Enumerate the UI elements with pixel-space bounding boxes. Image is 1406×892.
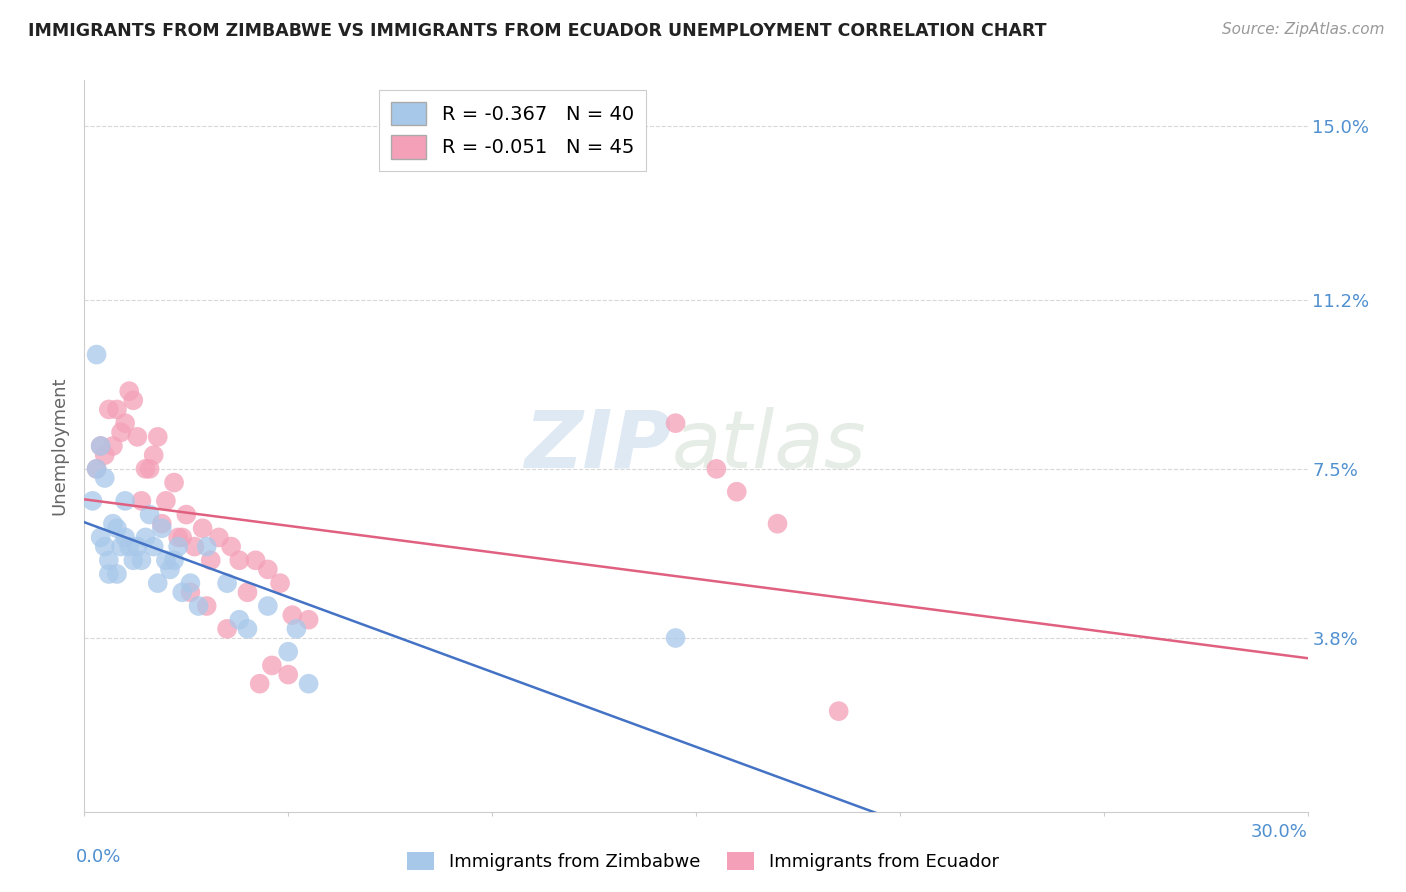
Point <box>828 704 851 718</box>
Text: Source: ZipAtlas.com: Source: ZipAtlas.com <box>1222 22 1385 37</box>
Point <box>167 540 190 554</box>
Point <box>86 462 108 476</box>
Point <box>260 658 283 673</box>
Point <box>114 494 136 508</box>
Point <box>135 462 157 476</box>
Point <box>155 553 177 567</box>
Point <box>86 462 108 476</box>
Point <box>118 384 141 399</box>
Point <box>172 585 194 599</box>
Legend: Immigrants from Zimbabwe, Immigrants from Ecuador: Immigrants from Zimbabwe, Immigrants fro… <box>401 845 1005 879</box>
Point <box>277 667 299 681</box>
Point <box>127 430 149 444</box>
Point <box>97 567 120 582</box>
Point <box>159 562 181 576</box>
Point <box>187 599 209 613</box>
Point <box>191 521 214 535</box>
Point <box>298 613 321 627</box>
Point <box>174 508 197 522</box>
Point <box>114 416 136 430</box>
Point <box>90 439 112 453</box>
Point <box>277 645 299 659</box>
Point <box>131 553 153 567</box>
Point <box>179 585 201 599</box>
Point <box>150 516 173 531</box>
Point <box>93 448 115 462</box>
Point <box>93 540 115 554</box>
Point <box>90 439 112 453</box>
Point <box>285 622 308 636</box>
Point <box>228 613 250 627</box>
Point <box>122 553 145 567</box>
Point <box>97 553 120 567</box>
Point <box>138 462 160 476</box>
Text: 0.0%: 0.0% <box>76 848 121 866</box>
Point <box>257 599 280 613</box>
Point <box>219 540 242 554</box>
Point <box>127 540 149 554</box>
Point <box>208 530 231 544</box>
Y-axis label: Unemployment: Unemployment <box>51 376 69 516</box>
Point <box>101 516 124 531</box>
Point <box>97 402 120 417</box>
Point <box>93 471 115 485</box>
Point <box>110 425 132 440</box>
Point <box>86 347 108 362</box>
Point <box>245 553 267 567</box>
Point <box>105 521 128 535</box>
Point <box>228 553 250 567</box>
Point <box>135 530 157 544</box>
Point <box>105 567 128 582</box>
Point <box>217 622 239 636</box>
Point <box>110 540 132 554</box>
Point <box>200 553 222 567</box>
Point <box>257 562 280 576</box>
Point <box>183 540 205 554</box>
Point <box>163 553 186 567</box>
Point <box>195 540 218 554</box>
Text: ZIP: ZIP <box>524 407 672 485</box>
Point <box>725 484 748 499</box>
Point <box>131 494 153 508</box>
Point <box>167 530 190 544</box>
Point <box>706 462 728 476</box>
Point <box>122 393 145 408</box>
Point <box>118 540 141 554</box>
Point <box>155 494 177 508</box>
Point <box>142 540 165 554</box>
Text: IMMIGRANTS FROM ZIMBABWE VS IMMIGRANTS FROM ECUADOR UNEMPLOYMENT CORRELATION CHA: IMMIGRANTS FROM ZIMBABWE VS IMMIGRANTS F… <box>28 22 1046 40</box>
Text: 30.0%: 30.0% <box>1251 822 1308 841</box>
Text: atlas: atlas <box>672 407 866 485</box>
Point <box>179 576 201 591</box>
Point <box>90 530 112 544</box>
Point <box>281 608 304 623</box>
Point <box>249 676 271 690</box>
Point <box>172 530 194 544</box>
Point <box>217 576 239 591</box>
Point <box>146 430 169 444</box>
Legend: R = -0.367   N = 40, R = -0.051   N = 45: R = -0.367 N = 40, R = -0.051 N = 45 <box>380 90 645 170</box>
Point <box>114 530 136 544</box>
Point <box>236 585 259 599</box>
Point <box>138 508 160 522</box>
Point <box>665 631 688 645</box>
Point <box>298 676 321 690</box>
Point <box>82 494 104 508</box>
Point <box>665 416 688 430</box>
Point <box>105 402 128 417</box>
Point <box>163 475 186 490</box>
Point <box>150 521 173 535</box>
Point <box>269 576 291 591</box>
Point <box>766 516 789 531</box>
Point <box>101 439 124 453</box>
Point <box>142 448 165 462</box>
Point <box>236 622 259 636</box>
Point <box>195 599 218 613</box>
Point <box>146 576 169 591</box>
